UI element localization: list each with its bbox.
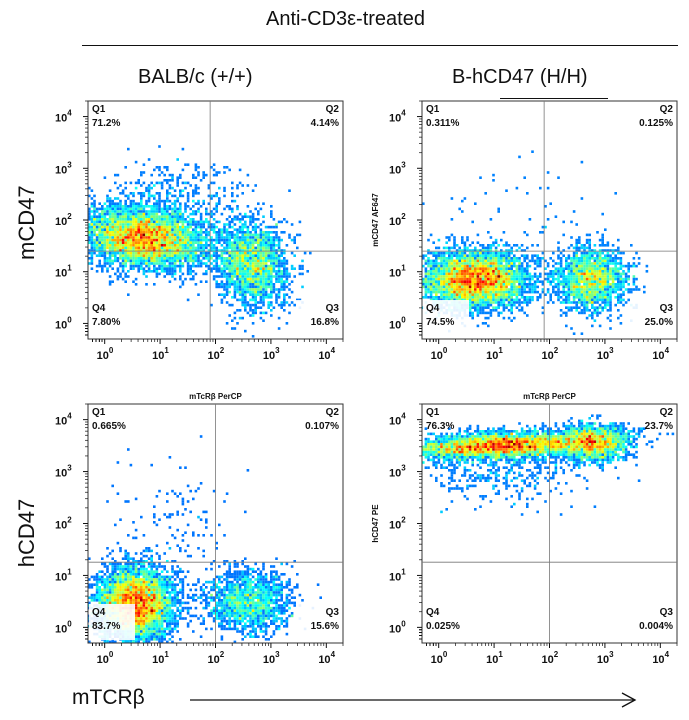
- y-tick-label: 100: [389, 315, 406, 331]
- quadrant-percent-q4: 74.5%: [426, 317, 454, 328]
- x-tick-label: 101: [486, 650, 503, 666]
- y-tick-label: 100: [55, 315, 72, 331]
- y-axis-channel-label: mCD47 AF647: [371, 193, 380, 247]
- y-tick-label: 104: [389, 109, 406, 125]
- y-tick-label: 101: [55, 264, 72, 280]
- quadrant-name-q1: Q1: [426, 407, 440, 418]
- x-axis-label: mTCRβ: [72, 686, 145, 709]
- quadrant-percent-q2: 23.7%: [645, 421, 673, 432]
- x-tick-label: 103: [263, 650, 280, 666]
- x-tick-label: 100: [97, 650, 114, 666]
- density-dots: [422, 414, 675, 516]
- quadrant-percent-q3: 15.6%: [311, 621, 339, 632]
- x-tick-label: 101: [486, 346, 503, 362]
- quadrant-name-q3: Q3: [660, 607, 674, 618]
- column-title-right: B-hCD47 (H/H): [452, 66, 588, 88]
- quadrant-percent-q3: 25.0%: [645, 317, 673, 328]
- quadrant-percent-q4: 0.025%: [426, 621, 460, 632]
- y-tick-label: 103: [389, 160, 406, 176]
- title-divider: [82, 45, 678, 46]
- figure-title: Anti-CD3ε-treated: [266, 8, 425, 30]
- y-tick-label: 100: [389, 619, 406, 635]
- y-tick-label: 101: [55, 567, 72, 583]
- quadrant-name-q3: Q3: [660, 303, 674, 314]
- y-tick-label: 102: [55, 516, 72, 532]
- y-tick-label: 103: [389, 464, 406, 480]
- y-tick-label: 104: [55, 412, 72, 428]
- quadrant-name-q4: Q4: [426, 303, 440, 314]
- quadrant-name-q3: Q3: [326, 607, 340, 618]
- y-tick-label: 104: [55, 109, 72, 125]
- y-tick-label: 101: [389, 264, 406, 280]
- quadrant-name-q2: Q2: [326, 104, 340, 115]
- x-tick-label: 100: [431, 346, 448, 362]
- x-tick-label: 102: [208, 346, 225, 362]
- y-tick-label: 103: [55, 160, 72, 176]
- x-axis-channel-label: mTcRβ PerCP: [523, 392, 576, 401]
- y-tick-label: 104: [389, 412, 406, 428]
- quadrant-name-q1: Q1: [426, 104, 440, 115]
- x-tick-label: 100: [97, 346, 114, 362]
- x-tick-label: 102: [542, 346, 559, 362]
- x-tick-label: 102: [542, 650, 559, 666]
- quadrant-percent-q3: 16.8%: [311, 317, 339, 328]
- quadrant-name-q2: Q2: [660, 104, 674, 115]
- quadrant-percent-q2: 0.125%: [639, 118, 673, 129]
- y-tick-label: 102: [389, 516, 406, 532]
- y-tick-label: 102: [55, 212, 72, 228]
- quadrant-percent-q4: 7.80%: [92, 317, 120, 328]
- x-tick-label: 101: [152, 650, 169, 666]
- quadrant-percent-q1: 0.665%: [92, 421, 126, 432]
- density-dots: [88, 145, 312, 338]
- quadrant-name-q2: Q2: [326, 407, 340, 418]
- y-axis-channel-label: hCD47 PE: [371, 504, 380, 543]
- column-title-left: BALB/c (+/+): [138, 66, 253, 88]
- x-tick-label: 104: [318, 346, 335, 362]
- column-title-underline: [500, 98, 608, 99]
- x-tick-label: 104: [318, 650, 335, 666]
- quadrant-percent-q2: 0.107%: [305, 421, 339, 432]
- x-tick-label: 101: [152, 346, 169, 362]
- quadrant-percent-q3: 0.004%: [639, 621, 673, 632]
- y-tick-label: 103: [55, 464, 72, 480]
- panel-top-left: 100 100 101 101 102 102 103 103 104 104 Q1 71.2% Q2 4…: [55, 100, 344, 362]
- x-tick-label: 104: [652, 346, 669, 362]
- x-tick-label: 103: [597, 346, 614, 362]
- quadrant-name-q2: Q2: [660, 407, 674, 418]
- quadrant-percent-q1: 76.3%: [426, 421, 454, 432]
- y-tick-label: 102: [389, 212, 406, 228]
- y-tick-label: 101: [389, 567, 406, 583]
- x-tick-label: 100: [431, 650, 448, 666]
- quadrant-name-q4: Q4: [426, 607, 440, 618]
- quadrant-name-q1: Q1: [92, 104, 106, 115]
- x-tick-label: 103: [263, 346, 280, 362]
- quadrant-name-q1: Q1: [92, 407, 106, 418]
- y-tick-label: 100: [55, 619, 72, 635]
- quadrant-percent-q1: 71.2%: [92, 118, 120, 129]
- panel-top-right: 100 100 101 101 102 102 103 103 104 104 Q1 0.311% Q2…: [189, 100, 678, 401]
- x-axis-channel-label: mTcRβ PerCP: [189, 392, 242, 401]
- quadrant-name-q3: Q3: [326, 303, 340, 314]
- quadrant-percent-q4: 83.7%: [92, 621, 120, 632]
- x-tick-label: 102: [208, 650, 225, 666]
- panel-bottom-left: 100 100 101 101 102 102 103 103 104 104 Q1 0.665% Q2…: [55, 403, 344, 666]
- quadrant-name-q4: Q4: [92, 607, 106, 618]
- quadrant-name-q4: Q4: [92, 303, 106, 314]
- panel-bottom-right: 100 100 101 101 102 102 103 103 104 104 Q1 76.3% Q2 2…: [371, 403, 678, 666]
- quadrant-percent-q2: 4.14%: [311, 118, 339, 129]
- x-axis-arrow: [190, 692, 637, 708]
- x-tick-label: 103: [597, 650, 614, 666]
- x-tick-label: 104: [652, 650, 669, 666]
- quadrant-percent-q1: 0.311%: [426, 118, 459, 129]
